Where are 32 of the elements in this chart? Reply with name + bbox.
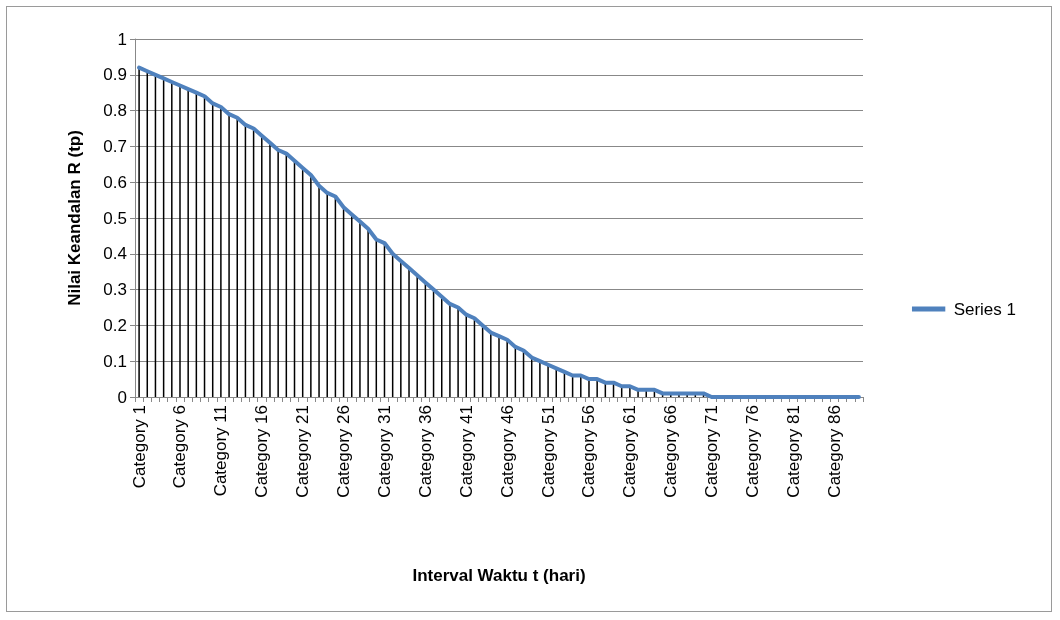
x-axis-title: Interval Waktu t (hari) [412,566,586,585]
y-tick-label: 0.9 [103,65,127,85]
x-tick-label: Category 16 [252,405,272,498]
x-tick-label: Category 86 [824,405,844,498]
y-tick-label: 0.8 [103,101,127,121]
x-tick-label: Category 36 [415,405,435,498]
y-tick-label: 0.2 [103,315,127,335]
x-tick-label: Category 46 [497,405,517,498]
x-tick-label: Category 1 [129,405,149,489]
y-tick-label: 0.6 [103,172,127,192]
x-tick-label: Category 41 [456,405,476,498]
y-tick-label: 0.5 [103,208,127,228]
x-tick-label: Category 71 [702,405,722,498]
y-axis-title: Nilai Keandalan R (tp) [65,130,84,306]
x-tick-label: Category 56 [579,405,599,498]
x-tick-label: Category 76 [743,405,763,498]
x-tick-label: Category 26 [334,405,354,498]
y-tick-label: 0.1 [103,351,127,371]
y-tick-label: 1 [117,29,127,49]
legend-label: Series 1 [953,299,1017,319]
x-tick-label: Category 31 [374,405,394,498]
y-tick-label: 0.7 [103,136,127,156]
x-tick-label: Category 61 [620,405,640,498]
x-tick-label: Category 6 [170,405,190,489]
x-tick-label: Category 66 [661,405,681,498]
x-tick-label: Category 81 [783,405,803,498]
x-tick-label: Category 11 [211,405,231,497]
x-tick-label: Category 21 [293,405,313,498]
x-tick-label: Category 51 [538,405,558,498]
y-tick-label: 0.4 [103,244,127,264]
y-tick-label: 0 [117,387,127,407]
y-tick-label: 0.3 [103,280,127,300]
